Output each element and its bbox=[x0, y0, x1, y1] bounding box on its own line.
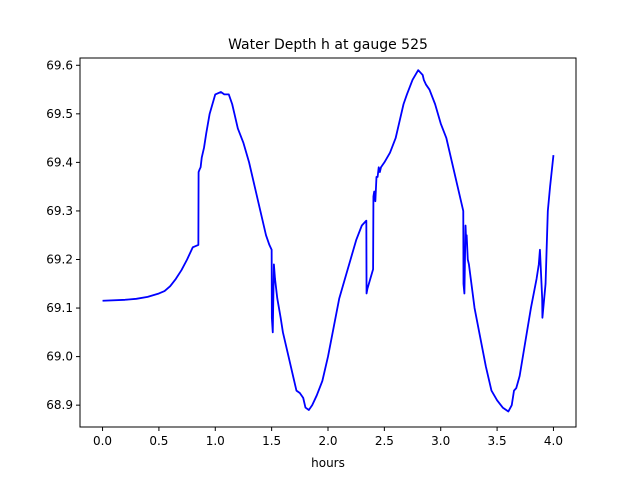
plot-frame bbox=[79, 57, 577, 428]
x-axis-ticks: 0.0 0.5 1.0 1.5 2.0 2.5 3.0 3.5 4.0 bbox=[93, 427, 563, 448]
y-tick-label: 69.0 bbox=[46, 350, 73, 364]
x-tick-label: 0.0 bbox=[93, 434, 112, 448]
x-tick-label: 0.5 bbox=[149, 434, 168, 448]
x-tick-label: 1.0 bbox=[206, 434, 225, 448]
y-tick-label: 69.5 bbox=[46, 107, 73, 121]
y-tick-label: 69.1 bbox=[46, 301, 73, 315]
x-tick-label: 1.5 bbox=[262, 434, 281, 448]
series-layer bbox=[102, 69, 555, 413]
plot-area bbox=[80, 58, 576, 427]
y-tick-label: 69.6 bbox=[46, 58, 73, 72]
chart-title: Water Depth h at gauge 525 bbox=[228, 37, 428, 53]
x-axis-label: hours bbox=[311, 456, 345, 470]
y-tick-label: 68.9 bbox=[46, 398, 73, 412]
series-line-0 bbox=[102, 69, 555, 413]
y-tick-label: 69.4 bbox=[46, 155, 73, 169]
x-tick-label: 2.0 bbox=[318, 434, 337, 448]
y-tick-label: 69.3 bbox=[46, 204, 73, 218]
x-tick-label: 3.0 bbox=[431, 434, 450, 448]
y-axis-ticks: 68.9 69.0 69.1 69.2 69.3 69.4 69.5 69.6 bbox=[46, 58, 80, 412]
x-tick-label: 4.0 bbox=[544, 434, 563, 448]
x-tick-label: 2.5 bbox=[375, 434, 394, 448]
y-tick-label: 69.2 bbox=[46, 252, 73, 266]
x-tick-label: 3.5 bbox=[488, 434, 507, 448]
